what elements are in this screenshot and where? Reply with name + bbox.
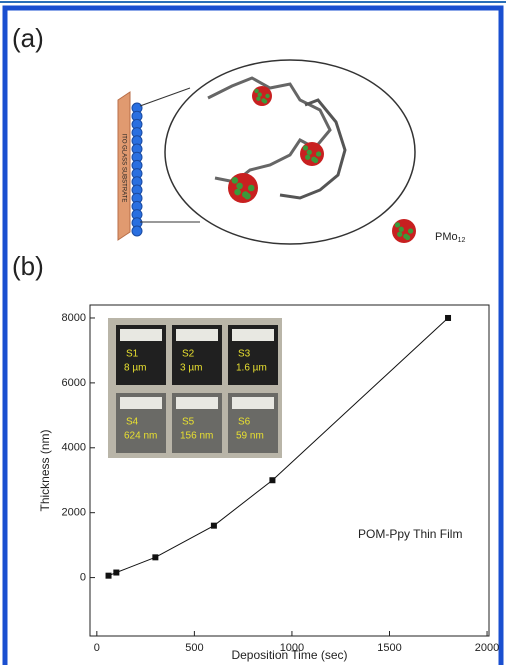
cluster-atom	[242, 191, 249, 198]
point	[211, 523, 217, 529]
cluster-atom	[254, 89, 258, 93]
sample-strip	[176, 329, 218, 341]
legend-label: PMo12	[435, 231, 466, 244]
panel-label: (a)	[12, 23, 44, 53]
y-axis-title: Thickness (nm)	[38, 429, 52, 511]
cluster-atom	[256, 97, 260, 101]
y-tick-label: 6000	[62, 377, 86, 389]
cluster-atom	[305, 155, 310, 160]
sample-thickness: 1.6 µm	[236, 363, 267, 374]
sample-strip	[232, 329, 274, 341]
sample-name: S3	[238, 349, 251, 360]
point	[152, 554, 158, 560]
cluster-atom	[307, 150, 312, 155]
y-tick-label: 4000	[62, 442, 86, 454]
y-tick-label: 0	[80, 571, 86, 583]
substrate-label: ITO GLASS SUBSTRATE	[120, 134, 126, 203]
sample-name: S5	[182, 417, 195, 428]
sample-strip	[120, 397, 162, 409]
point	[269, 477, 275, 483]
x-axis-title: Deposition Time (sec)	[231, 648, 347, 662]
cluster-atom	[258, 92, 262, 96]
inset-photo: S1 8 µm S2 3 µm S3 1.6 µm S4 624 nm S5 156 nm S6 59…	[108, 318, 282, 458]
cluster-atom	[399, 227, 404, 232]
point	[113, 570, 119, 576]
cluster-atom	[397, 232, 402, 237]
figure: (a) ITO GLASS SUBSTRATE PMo12 (b) S1 8 µm…	[0, 0, 506, 665]
sample-name: S2	[182, 349, 195, 360]
sample-strip	[232, 397, 274, 409]
sample-thickness: 3 µm	[180, 363, 202, 374]
x-tick-label: 0	[94, 642, 100, 654]
x-tick-label: 2000	[475, 642, 499, 654]
sample-name: S6	[238, 417, 251, 428]
cluster-atom	[316, 151, 321, 156]
x-tick-label: 1500	[377, 642, 401, 654]
y-tick-label: 2000	[62, 507, 86, 519]
cluster-atom	[236, 183, 243, 190]
sample-thickness: 59 nm	[236, 431, 264, 442]
sample-strip	[176, 397, 218, 409]
cluster-atom	[248, 185, 255, 192]
cluster-atom	[232, 177, 239, 184]
sample-name: S1	[126, 349, 139, 360]
cluster-atom	[303, 145, 308, 150]
cluster-atom	[403, 234, 408, 239]
y-tick-label: 8000	[62, 312, 86, 324]
cluster-atom	[311, 157, 316, 162]
sample-thickness: 624 nm	[124, 431, 157, 442]
electrode-spheres	[132, 103, 142, 236]
cluster-atom	[234, 189, 241, 196]
substrate: ITO GLASS SUBSTRATE	[118, 92, 130, 240]
cluster-atom	[408, 228, 413, 233]
sample-strip	[120, 329, 162, 341]
sphere	[132, 226, 142, 236]
sample-name: S4	[126, 417, 139, 428]
zoom-line	[140, 88, 190, 106]
point	[106, 573, 112, 579]
annotation: POM-Ppy Thin Film	[358, 527, 462, 541]
x-tick-label: 500	[185, 642, 203, 654]
point	[445, 315, 451, 321]
panel-label: (b)	[12, 251, 44, 281]
sample-thickness: 156 nm	[180, 431, 213, 442]
zoom-bubble	[165, 60, 415, 244]
cluster-atom	[395, 222, 400, 227]
cluster-atom	[265, 94, 269, 98]
sample-thickness: 8 µm	[124, 363, 146, 374]
cluster-atom	[261, 98, 265, 102]
